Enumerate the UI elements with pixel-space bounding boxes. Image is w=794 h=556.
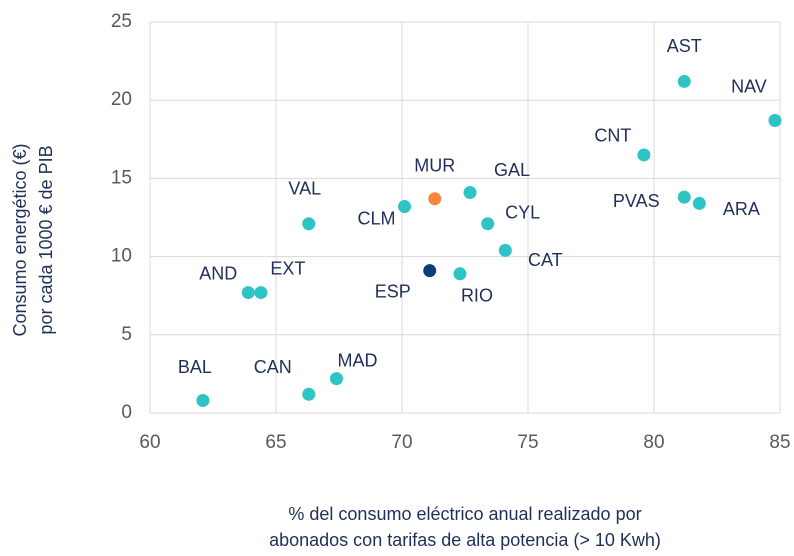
point-label: PVAS [613, 191, 660, 211]
point-label: BAL [178, 357, 212, 377]
x-axis-label: % del consumo eléctrico anual realizado … [288, 504, 641, 524]
point-label: RIO [461, 286, 493, 306]
point [428, 192, 442, 206]
point-label: GAL [494, 160, 530, 180]
y-tick-label: 25 [111, 11, 132, 32]
y-tick-label: 5 [121, 324, 132, 345]
point-label: ARA [723, 199, 760, 219]
point-label: CAT [528, 250, 563, 270]
x-tick-label: 65 [265, 432, 286, 453]
y-axis-label: por cada 1000 € de PIB [36, 145, 56, 334]
y-tick-label: 20 [111, 89, 132, 110]
point [196, 393, 210, 407]
point [453, 267, 467, 281]
x-tick-label: 60 [139, 432, 160, 453]
x-axis-label: abonados con tarifas de alta potencia (>… [269, 530, 661, 550]
point [254, 286, 268, 300]
y-axis-label: Consumo energético (€) [10, 143, 30, 336]
point-label: CYL [505, 203, 540, 223]
point [692, 196, 706, 210]
point-label: MAD [337, 350, 377, 370]
point-label: NAV [731, 76, 767, 96]
point-label: CLM [358, 208, 396, 228]
point-label: EXT [270, 258, 305, 278]
point [302, 217, 316, 231]
point [423, 264, 437, 278]
x-tick-label: 75 [517, 432, 538, 453]
point [481, 217, 495, 231]
point-label: AST [667, 36, 702, 56]
point [677, 190, 691, 204]
point [637, 148, 651, 162]
y-tick-label: 15 [111, 167, 132, 188]
point [768, 114, 782, 128]
point [677, 74, 691, 88]
x-tick-label: 80 [643, 432, 664, 453]
point-label: VAL [288, 179, 321, 199]
point [241, 286, 255, 300]
x-tick-label: 85 [769, 432, 790, 453]
point-label: AND [199, 263, 237, 283]
point [302, 387, 316, 401]
point [463, 185, 477, 199]
x-tick-label: 70 [391, 432, 412, 453]
y-tick-label: 10 [111, 246, 132, 267]
point-label: CAN [254, 357, 292, 377]
point [498, 243, 512, 257]
point-label: ESP [375, 281, 411, 301]
point [398, 200, 412, 214]
point [329, 372, 343, 386]
point-label: MUR [414, 155, 455, 175]
y-tick-label: 0 [121, 402, 132, 423]
point-label: CNT [594, 126, 631, 146]
